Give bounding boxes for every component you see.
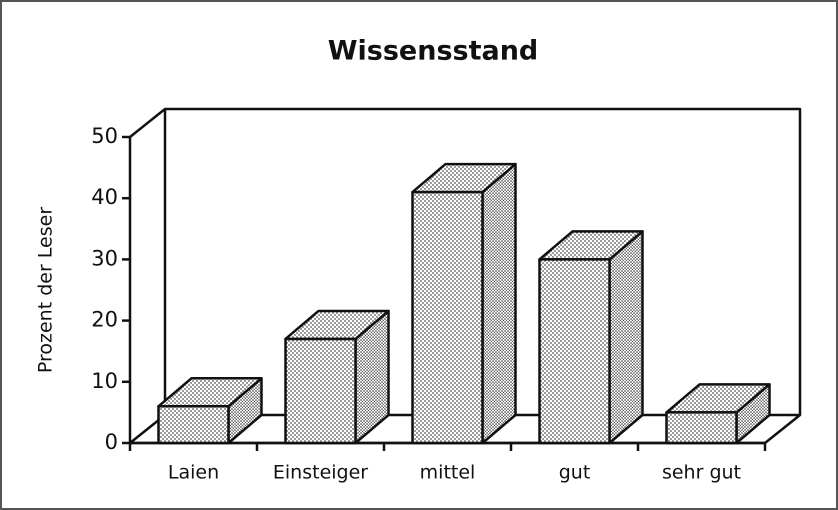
y-tick-label: 0	[105, 430, 118, 454]
x-tick-label: mittel	[420, 462, 476, 484]
bar	[411, 190, 484, 445]
y-tick-label: 10	[91, 369, 118, 393]
bar-side	[608, 230, 644, 445]
y-tick-label: 50	[91, 124, 118, 148]
bar	[284, 337, 357, 445]
x-tick-label: sehr gut	[662, 462, 741, 484]
x-tick-label: Einsteiger	[273, 462, 368, 484]
bar	[538, 258, 611, 445]
bar	[665, 411, 738, 445]
y-axis-label: Prozent der Leser	[35, 207, 57, 373]
x-tick-label: gut	[559, 462, 591, 484]
bar	[157, 405, 230, 445]
x-tick-label: Laien	[168, 462, 219, 484]
y-tick-label: 40	[91, 185, 118, 209]
bar-side	[481, 162, 517, 445]
back-wall	[163, 107, 802, 415]
y-axis-3d	[129, 108, 166, 138]
y-tick-label: 20	[91, 308, 118, 332]
y-tick-label: 30	[91, 246, 118, 270]
chart-title: Wissensstand	[328, 36, 539, 67]
